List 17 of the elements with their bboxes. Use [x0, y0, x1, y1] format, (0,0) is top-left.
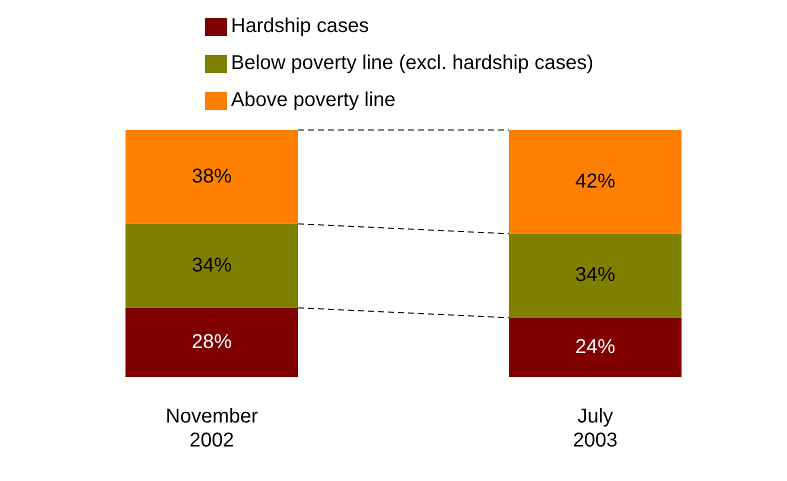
data-label: 24% [575, 336, 616, 358]
legend-label: Hardship cases [231, 15, 369, 38]
bar [508, 130, 682, 234]
x-tick-label: November 2002 [166, 406, 258, 452]
bar [508, 234, 682, 318]
data-label: 34% [192, 254, 232, 276]
bar [125, 308, 298, 377]
legend-label: Below poverty line (excl. hardship cases) [231, 52, 594, 75]
data-label: 28% [192, 330, 232, 353]
legend-label: Above poverty line [231, 89, 396, 112]
x-tick-label: July 2003 [573, 406, 618, 452]
data-label: 34% [575, 264, 616, 286]
bar [125, 224, 298, 308]
data-label: 38% [192, 165, 232, 188]
bar [508, 318, 682, 377]
data-label: 42% [575, 170, 616, 192]
bar [125, 130, 298, 224]
